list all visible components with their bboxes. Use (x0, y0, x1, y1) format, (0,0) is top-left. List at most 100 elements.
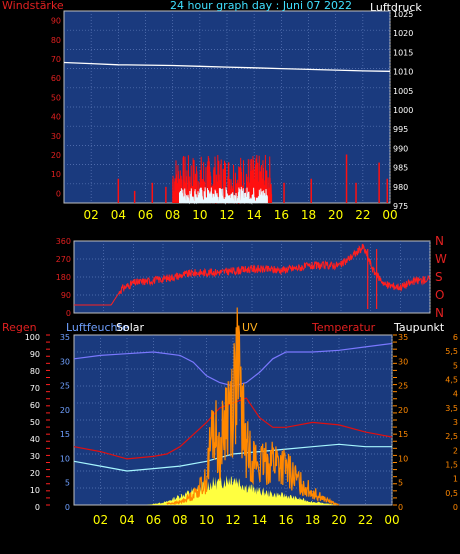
pressure-y-tick: 1015 (393, 48, 413, 57)
panel1-x-tick: 12 (219, 208, 234, 222)
humidity-y-tick: 20 (60, 406, 70, 415)
humidity-axis-label: Luftfeuchte (66, 321, 129, 334)
rain-y-tick: 70 (30, 384, 40, 393)
panel3-x-tick: 08 (172, 513, 187, 527)
rain-y-tick: 60 (30, 401, 40, 410)
humidity-y-tick: 30 (60, 357, 70, 366)
wind-axis-label: Windstärke (2, 0, 64, 12)
pressure-y-tick: 1010 (393, 68, 413, 77)
pressure-y-tick: 975 (393, 202, 408, 211)
rain-y-tick: 40 (30, 435, 40, 444)
compass-label: O (435, 288, 444, 302)
panel1-x-tick: 10 (192, 208, 207, 222)
temperature-y-tick: 5 (398, 479, 403, 488)
wind-speed-series (179, 186, 268, 205)
direction-y-tick: 180 (56, 273, 71, 282)
panel3-x-tick: 10 (199, 513, 214, 527)
direction-y-tick: 360 (56, 237, 71, 246)
rain-y-tick: 90 (30, 350, 40, 359)
uv-y-tick: 5 (453, 361, 458, 370)
wind-y-tick: 50 (51, 93, 61, 102)
pressure-y-tick: 980 (393, 183, 408, 192)
uv-y-tick: 1,5 (445, 461, 458, 470)
humidity-y-tick: 15 (60, 430, 70, 439)
rain-y-tick: 80 (30, 367, 40, 376)
panel3-x-tick: 16 (278, 513, 293, 527)
direction-y-tick: 270 (56, 255, 71, 264)
wind-y-tick: 40 (51, 113, 61, 122)
panel1-x-tick: 18 (301, 208, 316, 222)
uv-y-tick: 4 (453, 390, 458, 399)
uv-y-tick: 2 (453, 446, 458, 455)
rain-y-tick: 10 (30, 486, 40, 495)
uv-y-tick: 2,5 (445, 432, 458, 441)
temperatur-line (73, 397, 393, 460)
wind-y-tick: 30 (51, 132, 61, 141)
rain-y-tick: 20 (30, 469, 40, 478)
panel3-x-tick: 06 (146, 513, 161, 527)
panel1-x-tick: 16 (274, 208, 289, 222)
humidity-y-tick: 10 (60, 454, 70, 463)
panel3-x-tick: 22 (358, 513, 373, 527)
compass-label: N (435, 306, 444, 320)
panel1-x-tick: 04 (111, 208, 126, 222)
dewpoint-axis-label: Taupunkt (393, 321, 445, 334)
temperature-y-tick: 20 (398, 406, 408, 415)
compass-label: S (435, 270, 443, 284)
uv-y-tick: 4,5 (445, 376, 458, 385)
solar-area (146, 474, 339, 505)
uv-line (166, 307, 340, 506)
panel1-x-tick: 08 (165, 208, 180, 222)
uv-axis-label: UV (242, 321, 258, 334)
temperature-y-tick: 0 (398, 503, 403, 512)
rain-y-tick: 0 (35, 503, 40, 512)
temperature-y-tick: 30 (398, 357, 408, 366)
panel3-x-tick: 20 (331, 513, 346, 527)
uv-y-tick: 5,5 (445, 347, 458, 356)
panel1-x-tick: 06 (138, 208, 153, 222)
solar-axis-label: Solar (116, 321, 145, 334)
temperature-y-tick: 10 (398, 454, 408, 463)
temperature-axis-label: Temperatur (311, 321, 376, 334)
direction-y-tick: 90 (61, 291, 71, 300)
uv-y-tick: 0,5 (445, 489, 458, 498)
wind-y-tick: 70 (51, 55, 61, 64)
panel1-x-tick: 20 (328, 208, 343, 222)
panel1-x-tick: 14 (247, 208, 262, 222)
panel3-x-tick: 12 (225, 513, 240, 527)
temperature-y-tick: 35 (398, 333, 408, 342)
wind-y-tick: 0 (56, 189, 61, 198)
rain-y-tick: 100 (25, 333, 40, 342)
wind-direction-line (74, 243, 431, 306)
rain-y-tick: 50 (30, 418, 40, 427)
pressure-y-tick: 1000 (393, 106, 413, 115)
compass-label: W (435, 252, 447, 266)
direction-y-tick: 0 (66, 309, 71, 318)
uv-y-tick: 0 (453, 503, 458, 512)
pressure-axis-label: Luftdruck (370, 1, 422, 14)
wind-y-tick: 20 (51, 151, 61, 160)
temperature-y-tick: 15 (398, 430, 408, 439)
uv-y-tick: 3,5 (445, 404, 458, 413)
wind-y-tick: 10 (51, 170, 61, 179)
wind-y-tick: 80 (51, 36, 61, 45)
pressure-y-tick: 1020 (393, 29, 413, 38)
rain-axis-label: Regen (2, 321, 37, 334)
humidity-y-tick: 5 (65, 479, 70, 488)
temperature-y-tick: 25 (398, 382, 408, 391)
rain-y-tick: 30 (30, 452, 40, 461)
panel1-x-tick: 22 (355, 208, 370, 222)
humidity-y-tick: 0 (65, 503, 70, 512)
panel3-x-tick: 14 (252, 513, 267, 527)
pressure-y-tick: 995 (393, 125, 408, 134)
pressure-y-tick: 985 (393, 164, 408, 173)
pressure-y-tick: 1005 (393, 87, 413, 96)
uv-y-tick: 6 (453, 333, 458, 342)
pressure-y-tick: 990 (393, 144, 408, 153)
panel3-x-tick: 02 (93, 513, 108, 527)
panel3-x-tick: 00 (384, 513, 399, 527)
uv-y-tick: 1 (453, 475, 458, 484)
wind-y-tick: 90 (51, 17, 61, 26)
humidity-y-tick: 35 (60, 333, 70, 342)
